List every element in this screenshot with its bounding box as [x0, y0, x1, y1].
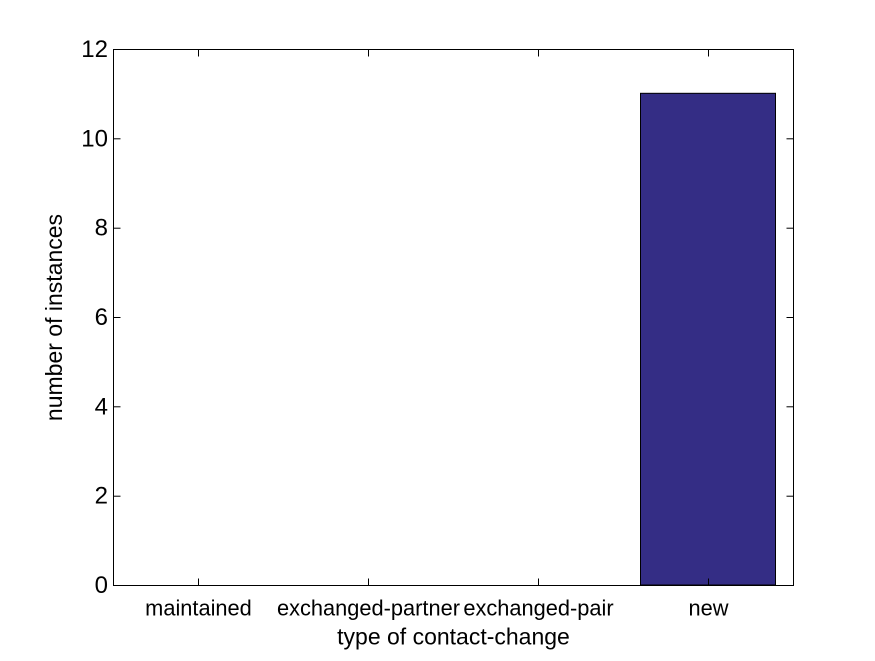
svg-text:type of contact-change: type of contact-change — [337, 623, 570, 649]
svg-text:10: 10 — [81, 125, 108, 152]
svg-text:12: 12 — [81, 36, 108, 63]
svg-text:2: 2 — [95, 483, 108, 510]
svg-text:8: 8 — [95, 215, 108, 242]
svg-text:4: 4 — [95, 393, 108, 420]
svg-text:number of instances: number of instances — [41, 214, 67, 421]
svg-text:exchanged-partner: exchanged-partner — [277, 596, 460, 621]
svg-text:exchanged-pair: exchanged-pair — [463, 596, 613, 621]
svg-text:new: new — [689, 596, 729, 621]
svg-text:maintained: maintained — [145, 596, 252, 621]
svg-text:6: 6 — [95, 304, 108, 331]
svg-text:0: 0 — [95, 572, 108, 599]
